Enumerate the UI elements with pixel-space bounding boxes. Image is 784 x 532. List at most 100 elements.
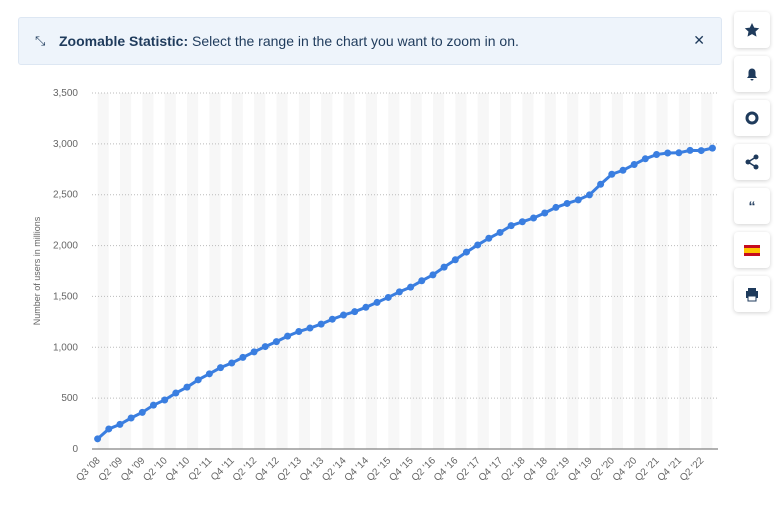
- column-shade: [365, 93, 378, 449]
- data-point: [149, 401, 157, 409]
- data-point: [205, 370, 213, 378]
- data-line: [96, 146, 713, 440]
- x-tick-label: Q4 '14: [343, 455, 372, 484]
- data-point: [474, 241, 482, 249]
- data-point: [94, 435, 102, 443]
- data-point: [239, 353, 247, 361]
- column-shade: [567, 93, 579, 449]
- share-button[interactable]: [734, 144, 770, 180]
- column-shade: [187, 93, 199, 449]
- zoom-banner: ⤡ Zoomable Statistic: Select the range i…: [18, 17, 722, 65]
- column-shade: [522, 93, 534, 449]
- x-tick-label: Q4 '11: [209, 455, 237, 483]
- print-button[interactable]: [734, 276, 770, 312]
- y-tick-label: 3,500: [53, 88, 78, 99]
- column-shade: [231, 93, 243, 449]
- column-shade: [298, 93, 310, 449]
- data-point: [507, 222, 515, 230]
- column-shade: [544, 93, 556, 449]
- data-point: [530, 214, 538, 222]
- data-point: [161, 396, 169, 404]
- data-point: [362, 303, 370, 311]
- column-shade: [388, 93, 400, 449]
- favorite-button[interactable]: [734, 12, 770, 48]
- y-tick-label: 1,000: [53, 342, 78, 353]
- x-tick-label: Q2 '20: [589, 455, 618, 484]
- x-tick-label: Q2 '19: [544, 455, 573, 484]
- y-tick-label: 0: [72, 444, 78, 455]
- data-point: [306, 324, 314, 332]
- data-point: [619, 166, 627, 174]
- column-shade: [254, 93, 266, 449]
- y-tick-label: 1,500: [53, 291, 78, 302]
- column-shade: [500, 93, 512, 449]
- x-tick-label: Q2 '18: [499, 455, 528, 484]
- data-point: [597, 180, 605, 188]
- x-tick-label: Q2 '17: [454, 455, 483, 484]
- column-shade: [276, 93, 288, 449]
- y-tick-label: 2,000: [53, 241, 78, 252]
- x-tick-label: Q2 '15: [365, 455, 394, 484]
- data-point: [496, 228, 504, 236]
- notify-button[interactable]: [734, 56, 770, 92]
- data-point: [440, 263, 448, 271]
- data-point: [351, 308, 359, 316]
- settings-button[interactable]: [734, 100, 770, 136]
- data-point: [284, 332, 292, 340]
- language-button[interactable]: [734, 232, 770, 268]
- x-tick-label: Q4 '10: [164, 455, 193, 484]
- x-tick-label: Q4 '12: [253, 455, 282, 484]
- cite-button[interactable]: “: [734, 188, 770, 224]
- x-tick-label: Q2 '21: [633, 455, 662, 484]
- data-point: [451, 256, 459, 264]
- data-point: [228, 359, 236, 367]
- close-button[interactable]: ✕: [693, 32, 705, 48]
- data-point: [194, 376, 202, 384]
- y-tick-label: 3,000: [53, 139, 78, 150]
- data-point: [116, 420, 124, 428]
- x-tick-label: Q2 '16: [410, 455, 439, 484]
- x-tick-label: Q4 '16: [432, 455, 461, 484]
- data-point: [697, 147, 705, 155]
- data-point: [295, 328, 303, 336]
- data-point: [630, 161, 638, 169]
- banner-text: Zoomable Statistic: Select the range in …: [59, 33, 519, 49]
- column-shade: [119, 93, 132, 449]
- data-point: [395, 288, 403, 296]
- data-point: [708, 144, 716, 152]
- data-point: [250, 348, 258, 356]
- column-shade: [432, 93, 445, 449]
- data-point: [518, 218, 526, 226]
- y-tick-label: 500: [61, 393, 78, 404]
- column-shade: [656, 93, 668, 449]
- data-point: [261, 343, 269, 351]
- x-tick-label: Q4 '21: [656, 455, 685, 484]
- data-point: [608, 170, 616, 178]
- x-tick-label: Q2 '22: [678, 455, 707, 484]
- x-tick-label: Q3 '08: [74, 455, 103, 484]
- column-shade: [209, 93, 221, 449]
- x-tick-label: Q4 '19: [566, 455, 595, 484]
- x-tick-label: Q2 '10: [141, 455, 170, 484]
- x-tick-label: Q4 '18: [521, 455, 550, 484]
- svg-text:“: “: [749, 198, 756, 214]
- column-shade: [678, 93, 691, 449]
- column-shade: [589, 93, 601, 449]
- x-tick-label: Q4 '09: [119, 455, 148, 484]
- banner-title: Zoomable Statistic:: [59, 33, 189, 49]
- column-shade: [142, 93, 154, 449]
- x-tick-label: Q4 '17: [477, 455, 506, 484]
- banner-message: Select the range in the chart you want t…: [192, 33, 519, 49]
- data-point: [138, 408, 146, 416]
- y-axis-label: Number of users in millions: [32, 216, 42, 325]
- data-point: [172, 389, 180, 397]
- x-tick-label: Q4 '15: [387, 455, 416, 484]
- x-tick-label: Q2 '11: [187, 455, 215, 483]
- data-point: [552, 203, 560, 211]
- data-point: [574, 196, 582, 204]
- column-shade: [343, 93, 355, 449]
- data-point: [675, 149, 683, 157]
- data-point: [407, 283, 415, 291]
